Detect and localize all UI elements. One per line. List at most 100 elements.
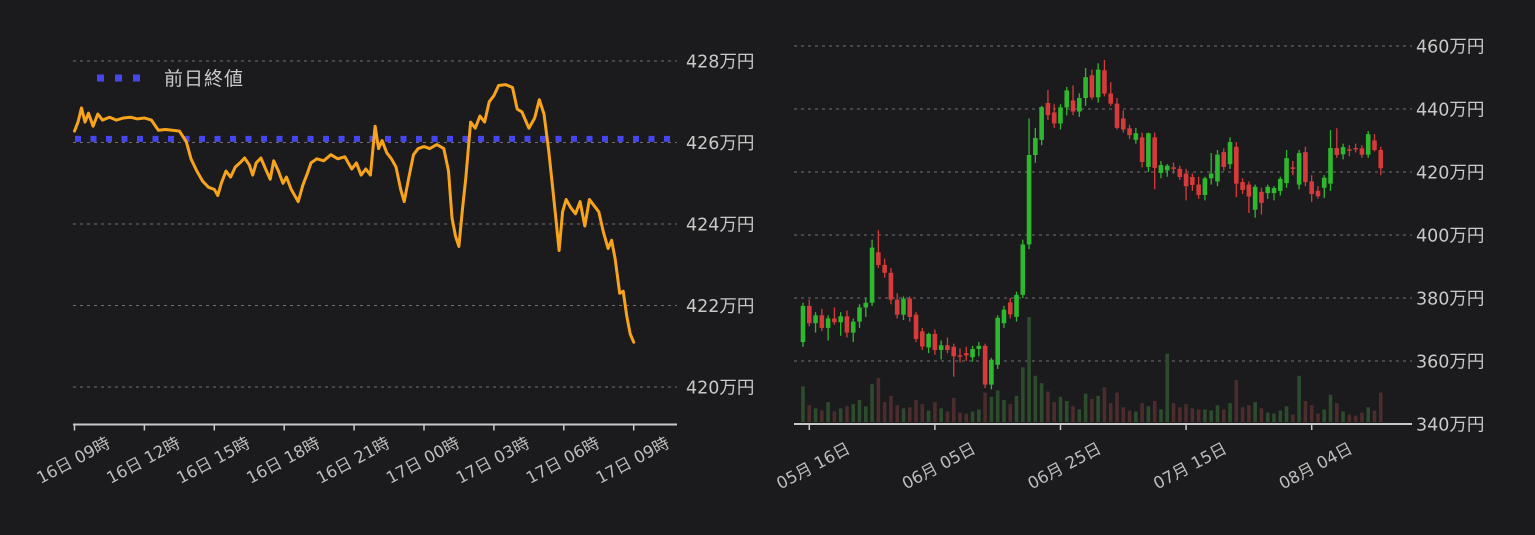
volume-bar <box>801 386 805 422</box>
x-axis-tick-label: 16日 09時 <box>34 433 114 487</box>
volume-bar <box>914 399 918 422</box>
x-axis-tick-label: 17日 09時 <box>593 433 673 487</box>
volume-bar <box>1115 392 1119 422</box>
volume-bar <box>1058 396 1063 422</box>
volume-bar <box>838 408 843 422</box>
candle-body <box>1240 182 1245 190</box>
candle-body <box>1321 177 1327 188</box>
candle-body <box>901 298 906 315</box>
volume-bar <box>820 410 824 422</box>
volume-bar <box>876 377 881 422</box>
candle-body <box>1026 154 1032 245</box>
y-axis-tick-label: 422万円 <box>686 297 754 317</box>
candle-body <box>1083 77 1088 98</box>
volume-bar <box>1316 413 1320 422</box>
x-axis-tick-label: 17日 00時 <box>383 433 463 487</box>
y-axis-tick-label: 428万円 <box>686 53 754 73</box>
volume-bar <box>1090 398 1094 422</box>
candle-body <box>1183 173 1189 187</box>
volume-bar <box>1303 401 1308 422</box>
candle-body <box>1064 90 1070 108</box>
candle-body <box>913 314 919 339</box>
candle-body <box>945 345 950 350</box>
candle-body <box>920 331 925 347</box>
volume-bar <box>1027 317 1031 422</box>
candle-body <box>907 298 913 317</box>
volume-bar <box>1083 393 1088 422</box>
candle-body <box>1334 148 1340 155</box>
volume-bar <box>951 397 956 422</box>
candle-body <box>1051 112 1057 124</box>
x-axis-tick-label: 16日 12時 <box>104 433 184 487</box>
volume-bar <box>970 411 975 422</box>
prev-close-legend-label: 前日終値 <box>164 68 244 90</box>
volume-bar <box>1215 405 1220 422</box>
volume-bar <box>945 411 950 422</box>
daily-candlestick-chart: 460万円 440万円 420万円 400万円 380万円 360万円 340万円 05月 1… <box>773 38 1484 494</box>
candle-body <box>806 305 812 324</box>
volume-bar <box>1253 402 1257 422</box>
y-axis-tick-label: 460万円 <box>1416 38 1484 58</box>
candle-body <box>1033 137 1038 155</box>
volume-bar <box>870 384 874 422</box>
candle-body <box>1340 147 1346 155</box>
price-line <box>73 83 636 344</box>
y-axis-tick-label: 420万円 <box>1416 164 1484 184</box>
candle-body <box>938 345 944 350</box>
candle-body <box>1296 153 1302 185</box>
candle-body <box>957 355 963 357</box>
volume-bar <box>1366 407 1370 422</box>
volume-bar <box>1322 409 1327 422</box>
volume-bar <box>1234 380 1239 422</box>
candle-body <box>1158 165 1164 173</box>
candle-body <box>1171 167 1176 169</box>
candle-body <box>813 315 818 324</box>
y-axis-tick-label: 424万円 <box>686 216 754 236</box>
volume-bar <box>1228 403 1232 422</box>
volume-bar <box>807 405 812 422</box>
volume-bar <box>1108 403 1113 422</box>
volume-bar <box>895 405 899 422</box>
volume-bar <box>1178 407 1182 422</box>
candle-body <box>1202 178 1208 195</box>
candle-body <box>1007 302 1013 315</box>
candle-body <box>1252 186 1258 210</box>
candle-body <box>844 316 850 333</box>
candle-body <box>1164 165 1170 171</box>
intraday-legend: 前日終値 <box>97 68 244 90</box>
volume-bar <box>901 408 906 422</box>
candle-body <box>1020 244 1026 295</box>
candle-body <box>989 359 994 385</box>
volume-bar <box>864 406 868 422</box>
volume-bar <box>958 412 962 422</box>
candle-body <box>1315 190 1321 197</box>
candle-body <box>1139 137 1145 162</box>
candle-body <box>982 345 988 385</box>
volume-bar <box>1121 407 1126 422</box>
candle-body <box>1353 148 1358 150</box>
candle-body <box>1133 133 1139 140</box>
candle-body <box>1089 75 1095 98</box>
candle-body <box>1215 154 1220 182</box>
candle-body <box>1328 148 1333 184</box>
candle-body <box>1108 93 1114 104</box>
volume-bar <box>1360 412 1364 422</box>
candle-body <box>1284 158 1289 184</box>
y-axis-tick-label: 360万円 <box>1416 353 1484 373</box>
volume-bar <box>1052 402 1056 422</box>
candle-body <box>963 353 969 356</box>
volume-bar <box>1240 407 1245 422</box>
volume-bar <box>1014 395 1019 422</box>
volume-bar <box>1046 391 1050 422</box>
candle-body <box>1039 107 1044 140</box>
volume-bar <box>1064 401 1069 422</box>
candle-body <box>1378 149 1384 169</box>
candle-body <box>1152 137 1157 168</box>
volume-bar <box>1221 409 1226 422</box>
volume-bar <box>1021 367 1025 422</box>
candle-body <box>882 264 887 273</box>
volume-bar <box>1146 406 1151 422</box>
candle-body <box>888 272 894 300</box>
